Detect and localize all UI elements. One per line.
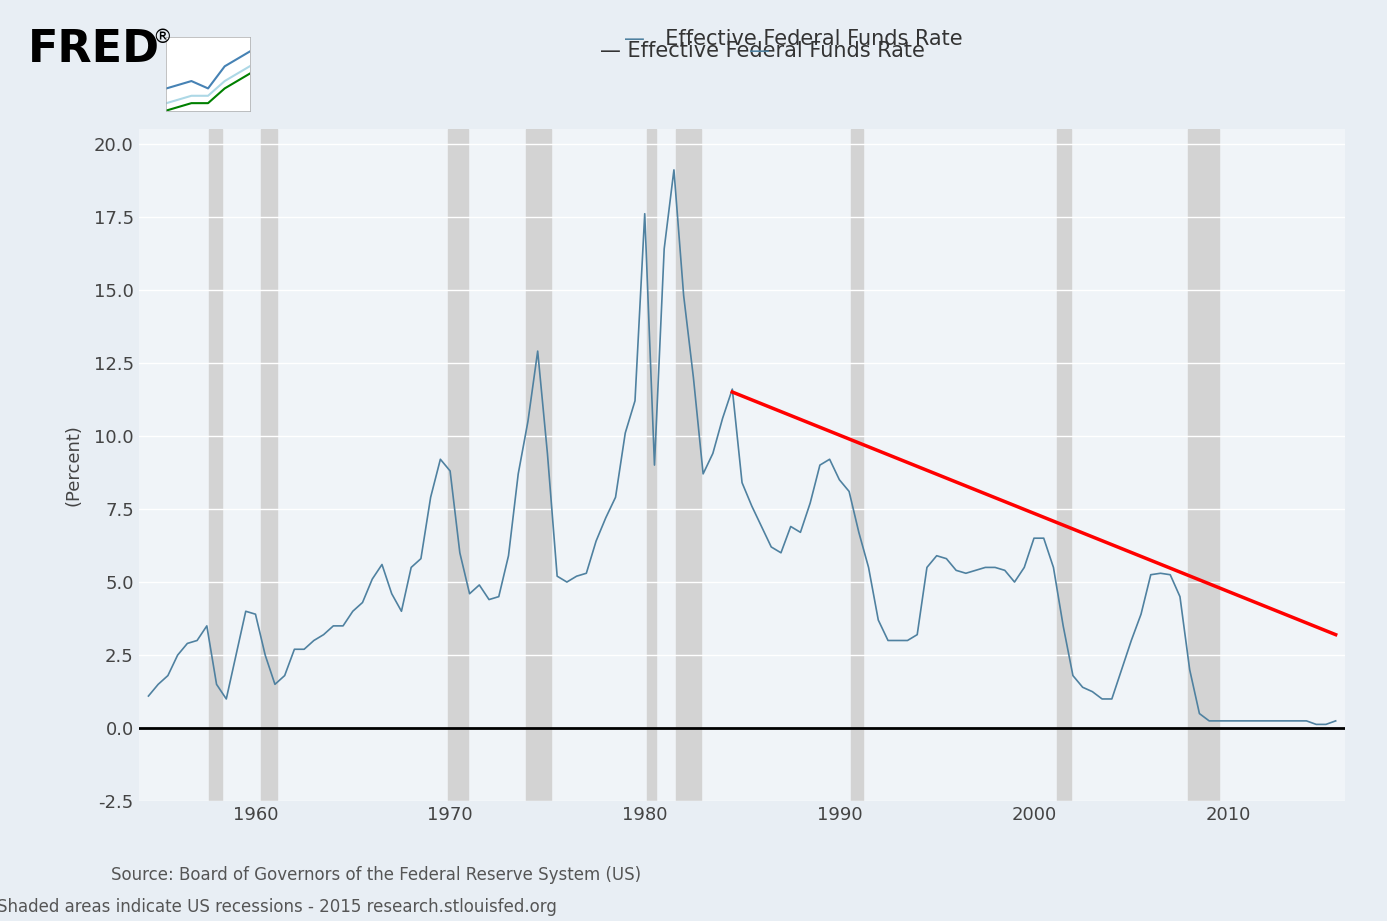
Text: Effective Federal Funds Rate: Effective Federal Funds Rate xyxy=(652,29,963,49)
Y-axis label: (Percent): (Percent) xyxy=(65,425,83,506)
Bar xyxy=(526,129,551,801)
Bar xyxy=(1187,129,1219,801)
Text: Source: Board of Governors of the Federal Reserve System (US): Source: Board of Governors of the Federa… xyxy=(111,866,641,884)
Bar xyxy=(1057,129,1071,801)
Text: ®: ® xyxy=(153,28,172,47)
Text: —: — xyxy=(624,29,652,49)
Text: — Effective Federal Funds Rate: — Effective Federal Funds Rate xyxy=(601,41,925,62)
Bar xyxy=(448,129,467,801)
Bar xyxy=(261,129,277,801)
Text: Shaded areas indicate US recessions - 2015 research.stlouisfed.org: Shaded areas indicate US recessions - 20… xyxy=(0,898,558,916)
Bar xyxy=(852,129,863,801)
Bar xyxy=(646,129,656,801)
Bar xyxy=(209,129,222,801)
Text: FRED: FRED xyxy=(28,28,160,71)
Bar xyxy=(675,129,702,801)
Text: —: — xyxy=(749,41,777,62)
